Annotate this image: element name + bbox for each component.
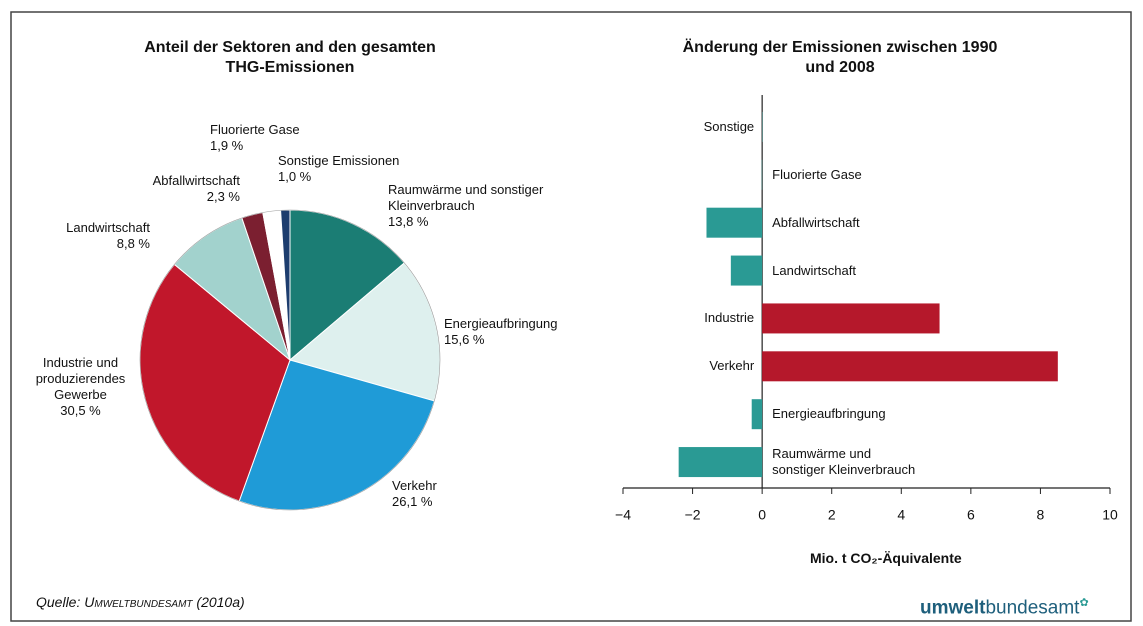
slice-value-label: 1,0 % xyxy=(278,169,312,184)
slice-label: Industrie und produzierendes Gewerbe 30,5… xyxy=(8,355,153,419)
slice-label: Sonstige Emissionen 1,0 % xyxy=(278,153,399,185)
slice-category: Sonstige Emissionen xyxy=(278,153,400,168)
slice-label: Energieaufbringung 15,6 % xyxy=(444,316,557,348)
x-tick-label: 8 xyxy=(1037,507,1045,523)
bar-label: Sonstige xyxy=(703,118,755,134)
slice-value-label: 30,5 % xyxy=(60,403,101,418)
x-axis-label: Mio. t CO₂-Äquivalente xyxy=(810,550,962,566)
bar-label: Raumwärme und sonstiger Kleinverbrauch xyxy=(772,446,916,478)
bar xyxy=(678,447,763,478)
logo: umweltbundesamt✿ xyxy=(920,592,1089,619)
pie-outline xyxy=(139,209,441,511)
slice-category: Landwirtschaft xyxy=(66,220,150,235)
bar-label: Energieaufbringung xyxy=(772,406,886,422)
x-tick-label: −2 xyxy=(685,507,701,523)
x-tick-label: 6 xyxy=(967,507,975,523)
slice-label: Landwirtschaft 8,8 % xyxy=(40,220,150,252)
bar-label: Industrie xyxy=(704,310,755,326)
slice-value-label: 15,6 % xyxy=(444,332,485,347)
slice-label: Fluorierte Gase 1,9 % xyxy=(210,122,300,154)
logo-icon: ✿ xyxy=(1079,597,1089,609)
bar xyxy=(751,399,763,430)
slice-value-label: 26,1 % xyxy=(392,494,433,509)
slice-value-label: 2,3 % xyxy=(206,189,240,204)
source-name: Umweltbundesamt xyxy=(84,594,193,610)
bar-label: Verkehr xyxy=(709,358,755,374)
source-year: (2010a) xyxy=(196,594,245,610)
bar xyxy=(730,255,763,286)
bar xyxy=(762,351,1058,382)
source-prefix: Quelle: xyxy=(36,594,81,610)
bar-title: Änderung der Emissionen zwischen 1990 un… xyxy=(682,39,998,76)
frame xyxy=(10,11,1132,622)
slice-category: Energieaufbringung xyxy=(444,316,558,331)
source: Quelle: Umweltbundesamt (2010a) xyxy=(36,594,245,610)
bar-label: Abfallwirtschaft xyxy=(772,214,860,230)
logo-bold: umwelt xyxy=(920,597,986,619)
x-tick-label: 0 xyxy=(758,507,766,523)
slice-category: Fluorierte Gase xyxy=(210,122,300,137)
slice-value-label: 1,9 % xyxy=(210,138,244,153)
bar xyxy=(762,303,940,334)
x-tick-label: −4 xyxy=(615,507,631,523)
bar-label: Fluorierte Gase xyxy=(772,166,862,182)
bar-label: Landwirtschaft xyxy=(772,262,856,278)
slice-category: Industrie und produzierendes Gewerbe xyxy=(35,355,126,402)
bar xyxy=(706,207,763,238)
x-tick-label: 2 xyxy=(828,507,836,523)
slice-label: Verkehr 26,1 % xyxy=(392,478,437,510)
slice-label: Abfallwirtschaft 2,3 % xyxy=(120,173,240,205)
slice-category: Abfallwirtschaft xyxy=(152,173,240,188)
x-tick-label: 4 xyxy=(897,507,905,523)
slice-category: Verkehr xyxy=(392,478,437,493)
logo-rest: bundesamt xyxy=(985,597,1080,619)
slice-value-label: 13,8 % xyxy=(388,214,429,229)
slice-value-label: 8,8 % xyxy=(116,236,150,251)
slice-category: Raumwärme und sonstiger Kleinverbrauch xyxy=(388,182,544,213)
slice-label: Raumwärme und sonstiger Kleinverbrauch 13… xyxy=(388,182,543,230)
x-tick-label: 10 xyxy=(1102,507,1118,523)
pie-title: Anteil der Sektoren and den gesamten THG… xyxy=(144,39,436,76)
